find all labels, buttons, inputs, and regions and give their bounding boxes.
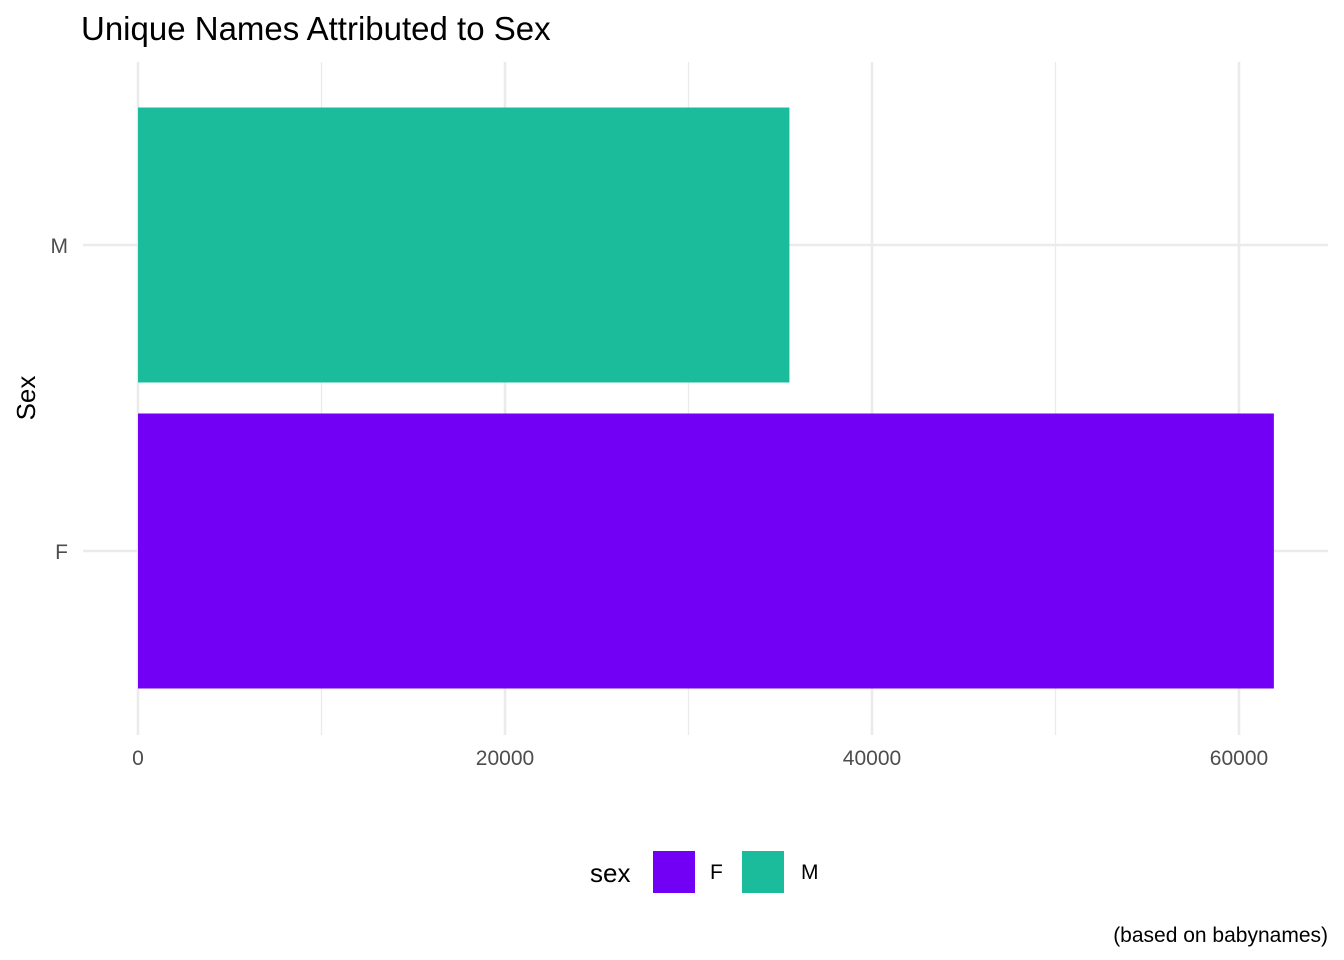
bars [138,107,1274,689]
x-tick-label: 40000 [843,747,901,770]
x-tick-label: 60000 [1210,747,1268,770]
chart-title: Unique Names Attributed to Sex [81,10,551,47]
legend: sex F M [590,851,819,893]
chart-caption: (based on babynames) [1113,924,1328,947]
bar-m [138,107,790,383]
legend-title: sex [590,858,630,888]
legend-label-m: M [801,861,819,884]
legend-key-f [653,851,695,893]
legend-key-m [742,851,784,893]
legend-label-f: F [710,861,723,884]
axes: F M 0 20000 40000 60000 [51,235,1269,770]
x-tick-label: 0 [132,747,144,770]
bar-f [138,413,1274,689]
y-tick-label: M [51,235,69,258]
y-axis-title: Sex [11,376,41,421]
y-tick-label: F [55,541,68,564]
x-tick-label: 20000 [476,747,534,770]
